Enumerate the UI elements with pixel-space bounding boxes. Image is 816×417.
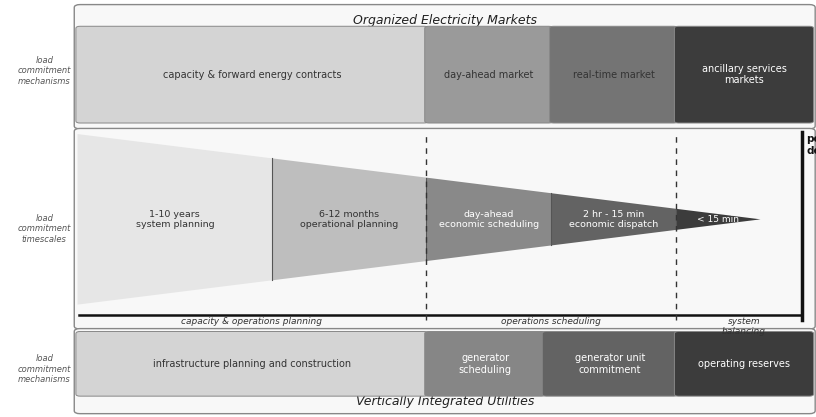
FancyBboxPatch shape	[74, 128, 815, 329]
Text: generator
scheduling: generator scheduling	[459, 353, 512, 374]
Text: 2 hr - 15 min
economic dispatch: 2 hr - 15 min economic dispatch	[569, 210, 659, 229]
FancyBboxPatch shape	[674, 26, 814, 123]
Text: 1-10 years
system planning: 1-10 years system planning	[135, 210, 214, 229]
FancyBboxPatch shape	[424, 26, 553, 123]
FancyBboxPatch shape	[76, 26, 428, 123]
Text: Vertically Integrated Utilities: Vertically Integrated Utilities	[356, 395, 534, 408]
Text: ancillary services
markets: ancillary services markets	[702, 64, 787, 85]
Text: day-ahead
economic scheduling: day-ahead economic scheduling	[439, 210, 539, 229]
FancyBboxPatch shape	[424, 332, 545, 396]
Polygon shape	[552, 193, 676, 246]
Polygon shape	[78, 134, 273, 304]
FancyBboxPatch shape	[74, 5, 815, 129]
Text: operations scheduling: operations scheduling	[501, 317, 601, 326]
Text: operating reserves: operating reserves	[698, 359, 790, 369]
Polygon shape	[273, 158, 426, 280]
Text: generator unit
commitment: generator unit commitment	[574, 353, 645, 374]
FancyBboxPatch shape	[74, 329, 815, 414]
Text: day-ahead market: day-ahead market	[444, 70, 534, 80]
FancyBboxPatch shape	[674, 332, 814, 396]
FancyBboxPatch shape	[550, 26, 677, 123]
Text: load
commitment
mechanisms: load commitment mechanisms	[18, 56, 71, 86]
Polygon shape	[676, 209, 761, 230]
FancyBboxPatch shape	[76, 332, 428, 396]
FancyBboxPatch shape	[542, 332, 677, 396]
Text: < 15 min: < 15 min	[698, 215, 739, 224]
Text: capacity & operations planning: capacity & operations planning	[181, 317, 322, 326]
Text: 6-12 months
operational planning: 6-12 months operational planning	[300, 210, 398, 229]
Text: infrastructure planning and construction: infrastructure planning and construction	[153, 359, 351, 369]
Text: power
delivery: power delivery	[806, 134, 816, 156]
Text: load
commitment
timescales: load commitment timescales	[18, 214, 71, 244]
Text: system
balancing: system balancing	[722, 317, 766, 336]
Text: Organized Electricity Markets: Organized Electricity Markets	[353, 14, 537, 27]
Text: capacity & forward energy contracts: capacity & forward energy contracts	[162, 70, 341, 80]
Text: load
commitment
mechanisms: load commitment mechanisms	[18, 354, 71, 384]
Text: real-time market: real-time market	[573, 70, 654, 80]
Polygon shape	[426, 178, 552, 261]
